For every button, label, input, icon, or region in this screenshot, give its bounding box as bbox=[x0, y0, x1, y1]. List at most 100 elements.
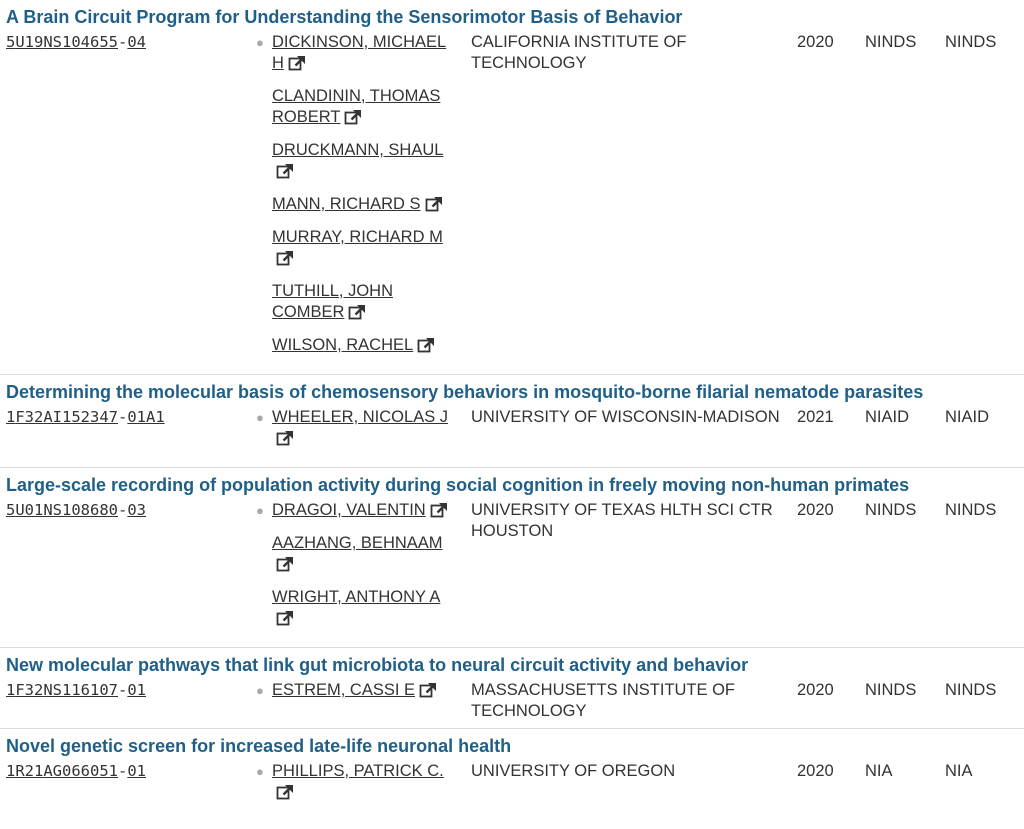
pi-name-link[interactable]: MANN, RICHARD S bbox=[272, 195, 421, 213]
external-link-icon[interactable] bbox=[417, 337, 435, 359]
project-number-serial[interactable]: AG066051 bbox=[43, 762, 118, 780]
project-number-suffix[interactable]: 01A1 bbox=[127, 408, 165, 426]
project-number-activity[interactable]: F32 bbox=[15, 681, 44, 699]
pi-name-link[interactable]: ESTREM, CASSI E bbox=[272, 681, 416, 699]
external-link-icon[interactable] bbox=[276, 163, 294, 185]
admin-ic: NINDS bbox=[945, 33, 997, 51]
pi-name-link[interactable]: TUTHILL, JOHN COMBER bbox=[272, 282, 394, 321]
pi-item: TUTHILL, JOHN COMBER bbox=[256, 281, 466, 326]
pi-item: WILSON, RACHEL bbox=[256, 335, 466, 359]
project-number: 1F32AI152347-01A1 bbox=[6, 408, 165, 426]
pi-name-link[interactable]: DRAGOI, VALENTIN bbox=[272, 501, 426, 519]
admin-ic: NINDS bbox=[945, 501, 997, 519]
project-number-type[interactable]: 1 bbox=[6, 681, 16, 699]
pi-item: ● WHEELER, NICOLAS J bbox=[256, 407, 466, 452]
fiscal-year: 2020 bbox=[797, 681, 834, 699]
project-number-suffix[interactable]: 01 bbox=[127, 681, 147, 699]
pi-name-link[interactable]: MURRAY, RICHARD M bbox=[272, 228, 443, 246]
pi-list: ● WHEELER, NICOLAS J bbox=[250, 407, 466, 461]
external-link-icon[interactable] bbox=[276, 250, 294, 272]
external-link-icon[interactable] bbox=[276, 556, 294, 578]
pi-item: CLANDININ, THOMAS ROBERT bbox=[256, 86, 466, 131]
contact-pi-icon: ● bbox=[256, 503, 264, 518]
pi-item: WRIGHT, ANTHONY A bbox=[256, 587, 466, 632]
project-details-row: 1R21AG066051-01 ● PHILLIPS, PATRICK C. UN… bbox=[0, 761, 1024, 815]
pi-name-link[interactable]: AAZHANG, BEHNAAM bbox=[272, 534, 443, 552]
contact-pi-icon: ● bbox=[256, 35, 264, 50]
project-number-suffix[interactable]: 03 bbox=[127, 501, 147, 519]
pi-list: ● DICKINSON, MICHAEL H CLANDININ, THOMAS … bbox=[250, 32, 466, 368]
pi-list: ● PHILLIPS, PATRICK C. bbox=[250, 761, 466, 815]
organization: CALIFORNIA INSTITUTE OF TECHNOLOGY bbox=[471, 33, 687, 72]
pi-list: ● ESTREM, CASSI E bbox=[250, 680, 466, 713]
project-number-activity[interactable]: F32 bbox=[15, 408, 44, 426]
organization: UNIVERSITY OF WISCONSIN-MADISON bbox=[471, 408, 780, 426]
project-card: Large-scale recording of population acti… bbox=[0, 468, 1024, 648]
project-number-activity[interactable]: U01 bbox=[15, 501, 44, 519]
pi-item: ● ESTREM, CASSI E bbox=[256, 680, 466, 704]
external-link-icon[interactable] bbox=[348, 304, 366, 326]
funding-ic: NINDS bbox=[865, 681, 917, 699]
project-number: 1R21AG066051-01 bbox=[6, 762, 147, 780]
project-details-row: 5U01NS108680-03 ● DRAGOI, VALENTIN AAZHAN… bbox=[0, 500, 1024, 641]
project-number-serial[interactable]: NS108680 bbox=[43, 501, 118, 519]
organization: MASSACHUSETTS INSTITUTE OF TECHNOLOGY bbox=[471, 681, 736, 720]
project-details-row: 1F32NS116107-01 ● ESTREM, CASSI E MASSACH… bbox=[0, 680, 1024, 722]
project-number: 5U01NS108680-03 bbox=[6, 501, 147, 519]
pi-list: ● DRAGOI, VALENTIN AAZHANG, BEHNAAM WRIGH… bbox=[250, 500, 466, 641]
project-card: Novel genetic screen for increased late-… bbox=[0, 729, 1024, 821]
project-number-serial[interactable]: AI152347 bbox=[43, 408, 118, 426]
project-details-row: 1F32AI152347-01A1 ● WHEELER, NICOLAS J UN… bbox=[0, 407, 1024, 461]
external-link-icon[interactable] bbox=[430, 502, 448, 524]
funding-ic: NIAID bbox=[865, 408, 910, 426]
external-link-icon[interactable] bbox=[344, 109, 362, 131]
pi-name-link[interactable]: DRUCKMANN, SHAUL bbox=[272, 141, 444, 159]
project-title-link[interactable]: A Brain Circuit Program for Understandin… bbox=[6, 7, 683, 27]
project-number-type[interactable]: 5 bbox=[6, 33, 16, 51]
funding-ic: NINDS bbox=[865, 501, 917, 519]
project-card: Determining the molecular basis of chemo… bbox=[0, 375, 1024, 468]
pi-item: MANN, RICHARD S bbox=[256, 194, 466, 218]
admin-ic: NIAID bbox=[945, 408, 990, 426]
project-title-link[interactable]: Large-scale recording of population acti… bbox=[6, 475, 910, 495]
project-number-activity[interactable]: U19 bbox=[15, 33, 44, 51]
pi-name-link[interactable]: WILSON, RACHEL bbox=[272, 336, 414, 354]
project-number-serial[interactable]: NS104655 bbox=[43, 33, 118, 51]
project-title-link[interactable]: New molecular pathways that link gut mic… bbox=[6, 655, 749, 675]
project-number: 5U19NS104655-04 bbox=[6, 33, 147, 51]
project-number-type[interactable]: 1 bbox=[6, 408, 16, 426]
external-link-icon[interactable] bbox=[276, 610, 294, 632]
fiscal-year: 2021 bbox=[797, 408, 834, 426]
external-link-icon[interactable] bbox=[419, 682, 437, 704]
project-title-link[interactable]: Determining the molecular basis of chemo… bbox=[6, 382, 924, 402]
external-link-icon[interactable] bbox=[276, 784, 294, 806]
project-details-row: 5U19NS104655-04 ● DICKINSON, MICHAEL H CL… bbox=[0, 32, 1024, 368]
pi-item: MURRAY, RICHARD M bbox=[256, 227, 466, 272]
pi-item: ● DICKINSON, MICHAEL H bbox=[256, 32, 466, 77]
contact-pi-icon: ● bbox=[256, 410, 264, 425]
project-card: A Brain Circuit Program for Understandin… bbox=[0, 0, 1024, 375]
pi-item: AAZHANG, BEHNAAM bbox=[256, 533, 466, 578]
external-link-icon[interactable] bbox=[288, 55, 306, 77]
project-number-serial[interactable]: NS116107 bbox=[43, 681, 118, 699]
pi-name-link[interactable]: CLANDININ, THOMAS ROBERT bbox=[272, 87, 441, 126]
project-title-link[interactable]: Novel genetic screen for increased late-… bbox=[6, 736, 512, 756]
project-number: 1F32NS116107-01 bbox=[6, 681, 147, 699]
pi-item: DRUCKMANN, SHAUL bbox=[256, 140, 466, 185]
external-link-icon[interactable] bbox=[276, 430, 294, 452]
project-number-activity[interactable]: R21 bbox=[15, 762, 44, 780]
admin-ic: NINDS bbox=[945, 681, 997, 699]
project-card: New molecular pathways that link gut mic… bbox=[0, 648, 1024, 729]
project-number-type[interactable]: 5 bbox=[6, 501, 16, 519]
pi-name-link[interactable]: PHILLIPS, PATRICK C. bbox=[272, 762, 444, 780]
pi-name-link[interactable]: WRIGHT, ANTHONY A bbox=[272, 588, 441, 606]
contact-pi-icon: ● bbox=[256, 764, 264, 779]
project-number-suffix[interactable]: 01 bbox=[127, 762, 147, 780]
pi-item: ● PHILLIPS, PATRICK C. bbox=[256, 761, 466, 806]
pi-name-link[interactable]: WHEELER, NICOLAS J bbox=[272, 408, 449, 426]
pi-name-link[interactable]: DICKINSON, MICHAEL H bbox=[272, 33, 447, 72]
admin-ic: NIA bbox=[945, 762, 973, 780]
project-number-type[interactable]: 1 bbox=[6, 762, 16, 780]
external-link-icon[interactable] bbox=[425, 196, 443, 218]
project-number-suffix[interactable]: 04 bbox=[127, 33, 147, 51]
